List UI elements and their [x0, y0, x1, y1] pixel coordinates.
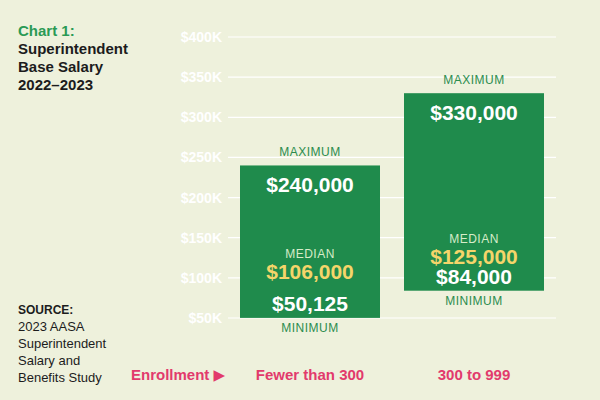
- chart-root: $50K $100K $150K $200K $250K $300K $350K $400K M…: [0, 0, 600, 400]
- data-label: $106,000: [266, 260, 354, 283]
- y-tick-label: $200K: [181, 190, 222, 206]
- series-name: MEDIAN: [285, 247, 335, 261]
- y-tick-label: $400K: [181, 29, 222, 45]
- y-tick-label: $100K: [181, 270, 222, 286]
- data-label: $50,125: [272, 292, 348, 315]
- y-tick-label: $350K: [181, 69, 222, 85]
- subtitle: Superintendent Base Salary 2022–2023: [18, 40, 136, 94]
- grid-line: [228, 36, 556, 37]
- y-tick-label: $50K: [189, 310, 222, 326]
- series-name: MEDIAN: [449, 232, 499, 246]
- series-name: MAXIMUM: [443, 73, 505, 87]
- title: Chart 1:: [18, 22, 148, 40]
- series-name: MAXIMUM: [279, 145, 341, 159]
- data-label: $240,000: [266, 173, 354, 196]
- y-tick-label: $150K: [181, 230, 222, 246]
- x-tick-label: Fewer than 300: [256, 366, 364, 383]
- bars: [240, 93, 544, 318]
- data-label: $330,000: [430, 101, 518, 124]
- y-axis: $50K $100K $150K $200K $250K $300K $350K $400K: [181, 29, 556, 326]
- data-label: $84,000: [436, 265, 512, 288]
- series-name: MINIMUM: [445, 294, 503, 308]
- data-labels: MAXIMUM$240,000MEDIAN$106,000$50,125MINI…: [266, 73, 518, 335]
- x-tick-label: 300 to 999: [438, 366, 511, 383]
- grid-line: [228, 77, 556, 78]
- range-bar: [404, 93, 544, 291]
- x-axis-label: Enrollment ▶: [131, 366, 226, 383]
- y-tick-label: $300K: [181, 109, 222, 125]
- source-label: SOURCE:: [18, 302, 138, 318]
- source-text: 2023 AASA Superintendent Salary and Bene…: [18, 318, 126, 386]
- y-tick-label: $250K: [181, 149, 222, 165]
- series-name: MINIMUM: [281, 321, 339, 335]
- range-bar: [240, 165, 380, 317]
